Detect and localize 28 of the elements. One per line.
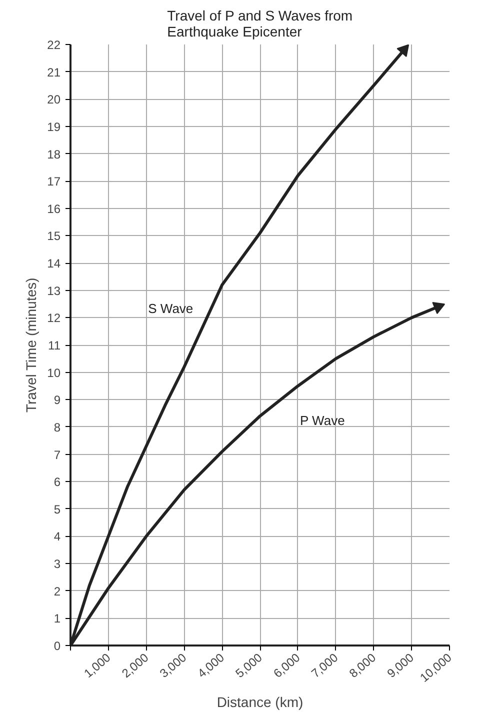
y-tick-label: 12 <box>47 311 61 326</box>
x-axis-title: Distance (km) <box>216 694 304 710</box>
y-tick-label: 3 <box>54 557 61 572</box>
y-tick-label: 11 <box>48 338 61 352</box>
y-tick-label: 10 <box>47 366 61 380</box>
y-tick-label: 0 <box>54 639 61 653</box>
y-tick-label: 22 <box>47 38 61 52</box>
y-tick-label: 5 <box>54 502 61 516</box>
series-label: P Wave <box>300 413 345 428</box>
y-tick-label: 16 <box>47 202 61 216</box>
y-tick-label: 4 <box>54 530 61 544</box>
y-tick-label: 20 <box>47 92 61 107</box>
y-axis-title: Travel Time (minutes) <box>23 278 40 413</box>
y-tick-label: 18 <box>47 147 61 162</box>
y-tick-label: 17 <box>47 174 61 189</box>
y-tick-label: 1 <box>54 612 61 626</box>
chart-title: Travel of P and S Waves from Earthquake Epicenter <box>167 8 353 40</box>
series-label: S Wave <box>148 300 194 316</box>
y-tick-label: 15 <box>47 229 61 244</box>
y-tick-label: 14 <box>47 256 61 271</box>
y-tick-label: 13 <box>47 284 61 298</box>
y-tick-label: 21 <box>47 65 61 80</box>
y-tick-label: 9 <box>54 393 61 408</box>
y-tick-label: 8 <box>54 420 61 434</box>
y-tick-label: 19 <box>47 120 61 134</box>
y-tick-label: 7 <box>54 448 61 462</box>
y-tick-label: 6 <box>54 475 61 490</box>
y-tick-label: 2 <box>54 584 61 598</box>
